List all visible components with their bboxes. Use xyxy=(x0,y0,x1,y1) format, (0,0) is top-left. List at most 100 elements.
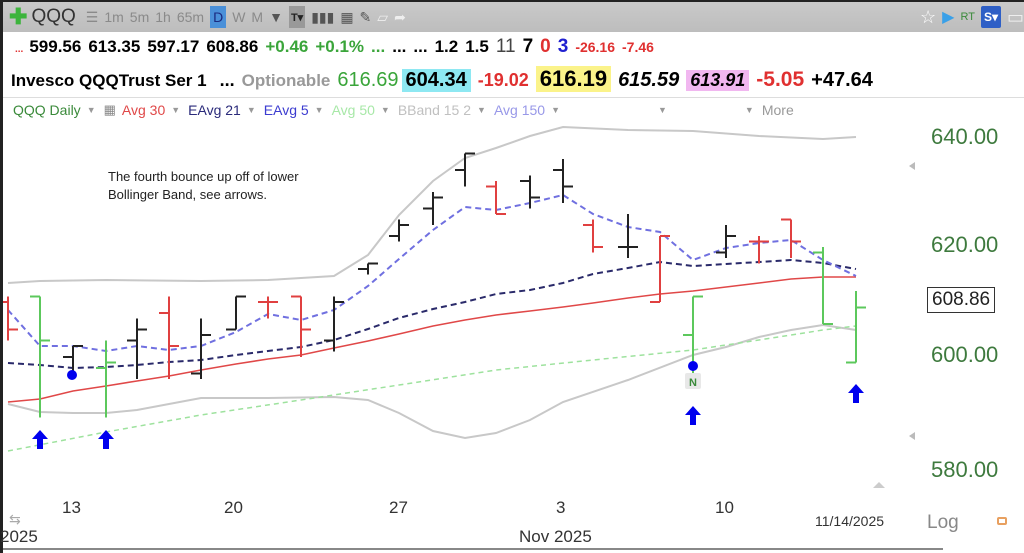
x-tick-27: 27 xyxy=(389,498,408,517)
bar-type-icon[interactable]: ▮▮▮ xyxy=(311,8,335,25)
interval-weekly[interactable]: W xyxy=(232,9,246,25)
interval-5m[interactable]: 5m xyxy=(129,9,150,25)
value-p3: -19.02 xyxy=(477,70,529,90)
last-price-marker: 608.86 xyxy=(927,287,996,313)
legend-avg-50[interactable]: Avg 50 xyxy=(331,101,375,118)
save-icon[interactable]: ▭ xyxy=(1006,6,1024,27)
scroll-left-arrow[interactable] xyxy=(909,162,915,170)
y-axis-label-580: 580.00 xyxy=(931,457,999,482)
grid-icon[interactable]: ▦ xyxy=(103,101,116,117)
indicator-legend: QQQ Daily ▼ ▦ Avg 30 ▼ EAvg 21 ▼ EAvg 5 … xyxy=(3,97,1024,121)
value-p1: 616.69 xyxy=(337,69,399,91)
annotation-line-2: Bollinger Band, see arrows. xyxy=(108,187,267,202)
value-p7: -5.05 xyxy=(756,68,805,91)
lock-icon[interactable] xyxy=(997,517,1007,525)
folder-icon[interactable]: ▱ xyxy=(377,8,389,25)
scroll-up-arrow[interactable] xyxy=(873,482,885,488)
chevron-down-icon[interactable]: ▼ xyxy=(477,104,486,115)
add-symbol-button[interactable]: ✚ xyxy=(9,4,28,29)
legend-bband[interactable]: BBand 15 2 xyxy=(397,101,472,118)
chart-annotation[interactable]: The fourth bounce up off of lower Bollin… xyxy=(108,168,299,204)
legend-avg-150[interactable]: Avg 150 xyxy=(493,101,546,118)
chevron-down-icon[interactable]: ▼ xyxy=(246,104,256,115)
annotation-line-1: The fourth bounce up off of lower xyxy=(108,169,299,184)
value-p4: 616.19 xyxy=(535,66,612,92)
flag-icon[interactable]: ▶ xyxy=(942,9,955,26)
price-chart[interactable]: N xyxy=(3,122,923,502)
y-axis-label-600: 600.00 xyxy=(931,342,999,367)
interval-monthly[interactable]: M xyxy=(251,9,264,25)
avg-50-line xyxy=(7,325,857,452)
n-label-box xyxy=(685,373,701,389)
interval-1h[interactable]: 1h xyxy=(155,9,171,25)
log-scale-toggle[interactable]: Log xyxy=(927,512,959,533)
open-price: 599.56 xyxy=(29,37,82,56)
arrow-up-icon xyxy=(848,384,864,403)
price-change: +0.46 xyxy=(265,37,309,56)
eavg-5-line xyxy=(7,193,857,353)
value-3: 11 xyxy=(495,36,516,57)
n-label: N xyxy=(689,377,697,389)
value-6: 3 xyxy=(557,36,569,57)
y-axis-label-620: 620.00 xyxy=(931,232,999,257)
x-tick-13: 13 xyxy=(62,498,81,517)
security-name: Invesco QQQTrust Ser 1 xyxy=(11,71,207,90)
y-axis-label-640: 640.00 xyxy=(931,124,999,149)
value-5: 0 xyxy=(540,36,551,57)
interval-1m[interactable]: 1m xyxy=(104,9,124,25)
legend-qqq-daily[interactable]: QQQ Daily xyxy=(13,101,81,118)
signal-dot xyxy=(67,370,77,380)
legend-eavg-21[interactable]: EAvg 21 xyxy=(188,101,241,118)
interval-65m[interactable]: 65m xyxy=(176,9,205,25)
ohlc-bars xyxy=(3,152,866,418)
s-menu-icon[interactable]: S▾ xyxy=(980,6,1001,28)
chevron-down-icon[interactable]: ▼ xyxy=(744,104,754,115)
price-change-pct: +0.1% xyxy=(315,37,365,56)
scroll-left-arrow[interactable] xyxy=(909,432,915,440)
chevron-down-icon[interactable]: ▼ xyxy=(171,104,181,115)
value-1: 1.2 xyxy=(434,37,459,56)
eavg-21-line xyxy=(7,258,857,370)
value-p6: 613.91 xyxy=(686,70,750,91)
text-tool-icon[interactable]: T▾ xyxy=(288,6,306,28)
add-table-icon[interactable]: ▦ xyxy=(340,8,354,25)
chevron-down-icon[interactable]: ▼ xyxy=(380,104,390,115)
symbol-input[interactable]: QQQ xyxy=(31,6,76,27)
x-month-nov-2025: Nov 2025 xyxy=(519,527,592,546)
arrow-up-icon xyxy=(98,430,114,449)
close-price: 608.86 xyxy=(206,37,259,56)
list-icon[interactable]: ☰ xyxy=(85,8,99,25)
name-dots: ... xyxy=(219,70,235,90)
chevron-down-icon[interactable]: ▼ xyxy=(657,104,667,115)
chevron-down-icon[interactable]: ▼ xyxy=(551,104,560,115)
dots-black-1: ... xyxy=(392,37,407,56)
low-price: 597.17 xyxy=(147,37,200,56)
pencil-icon[interactable]: ✎ xyxy=(359,8,372,25)
star-icon[interactable]: ☆ xyxy=(920,6,937,27)
scroll-arrows-icon[interactable]: ⇆ xyxy=(9,512,21,528)
interval-daily[interactable]: D xyxy=(210,6,227,28)
rt-icon[interactable]: RT xyxy=(960,11,975,23)
value-7: -26.16 xyxy=(575,39,616,55)
chevron-down-icon[interactable]: ▼ xyxy=(269,9,283,25)
signal-dot xyxy=(688,361,698,371)
value-4: 7 xyxy=(522,36,534,57)
x-month-2025: 2025 xyxy=(0,527,38,546)
value-p8: +47.64 xyxy=(811,69,873,91)
legend-avg-30[interactable]: Avg 30 xyxy=(121,101,166,118)
toolbar: ✚ QQQ ☰ 1m 5m 1h 65m D W M ▼ T▾ ▮▮▮ ▦ ✎ … xyxy=(3,0,1024,32)
bband-upper-line xyxy=(7,125,857,284)
avg-30-line xyxy=(7,276,856,403)
chevron-down-icon[interactable]: ▼ xyxy=(314,104,324,115)
menu-dots[interactable]: ... xyxy=(15,44,24,55)
more-button[interactable]: More xyxy=(761,101,794,118)
dots-green: ... xyxy=(371,37,386,56)
share-icon[interactable]: ➦ xyxy=(394,8,406,25)
value-p2: 604.34 xyxy=(401,69,471,92)
quote-line-1: ... 599.56 613.35 597.17 608.86 +0.46 +0… xyxy=(3,36,1024,60)
chevron-down-icon[interactable]: ▼ xyxy=(86,104,96,115)
value-8: -7.46 xyxy=(622,39,654,55)
legend-eavg-5[interactable]: EAvg 5 xyxy=(263,101,309,118)
bottom-divider xyxy=(3,548,943,550)
